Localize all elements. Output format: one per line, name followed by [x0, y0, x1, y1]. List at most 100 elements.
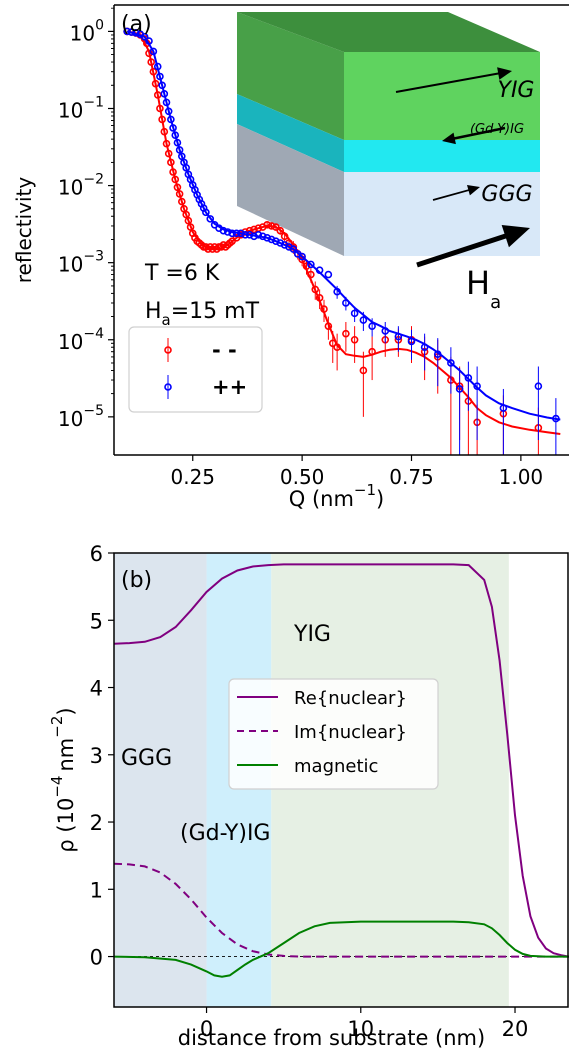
y-tick-label-exponent: −2	[83, 172, 104, 188]
data-point-minus	[342, 329, 350, 338]
panel-b-data	[114, 563, 569, 978]
y-tick-label-exponent: −4	[83, 326, 104, 342]
field-annotation-subscript: a	[162, 311, 171, 329]
data-point-minus	[171, 175, 180, 184]
x-tick-label: 0.50	[280, 465, 325, 489]
data-point-minus	[276, 226, 285, 235]
data-point-plus	[132, 28, 140, 37]
y-tick-label: 4	[90, 677, 103, 701]
inset-field-label: Ha	[466, 264, 501, 313]
data-point-plus	[552, 414, 560, 423]
region-ggg	[114, 553, 207, 1007]
data-point-minus	[359, 366, 368, 375]
data-point-minus	[156, 104, 164, 113]
inset-ggg-label: GGG	[481, 182, 532, 207]
panel-label: (b)	[121, 568, 152, 593]
data-point-minus	[186, 223, 195, 231]
legend-label: ++	[212, 375, 247, 399]
y-tick-label: 5	[90, 609, 103, 633]
data-point-minus	[164, 149, 173, 158]
data-point-minus	[167, 158, 175, 167]
data-point-minus	[307, 270, 315, 279]
field-annotation: Ha=15 mT	[145, 299, 260, 329]
data-point-minus	[324, 322, 333, 330]
data-point-minus	[151, 79, 160, 88]
data-point-minus	[272, 223, 280, 231]
data-point-plus	[182, 164, 190, 172]
inset-yig-label: YIG	[498, 78, 535, 103]
data-point-plus	[455, 385, 464, 393]
ggg-moment-arrow-head	[466, 184, 480, 196]
data-point-plus	[175, 146, 184, 154]
data-point-minus	[184, 216, 193, 225]
data-point-plus	[145, 37, 153, 45]
data-point-plus	[202, 208, 210, 217]
data-point-plus	[241, 230, 250, 239]
data-point-plus	[473, 382, 481, 390]
data-point-minus	[328, 339, 337, 348]
y-tick-label-exponent: 0	[95, 17, 104, 33]
y-tick-label: 100	[70, 17, 104, 45]
gdyig-moment-arrow-head	[442, 132, 456, 145]
data-point-plus	[258, 232, 267, 241]
legend-frame	[228, 678, 439, 790]
data-point-minus	[315, 294, 324, 302]
y-tick-label: 3	[90, 744, 103, 768]
y-tick-label-exponent: −1	[83, 94, 104, 110]
inset-top-face	[237, 12, 540, 52]
panel-b-legend: Re{nuclear} Im{nuclear} magnetic	[228, 678, 439, 790]
y-axis-label-main: ρ (10	[54, 798, 78, 853]
field-annotation-main: H	[145, 299, 162, 324]
data-point-plus	[407, 337, 416, 346]
y-axis-label-exponent-1: −4	[48, 776, 66, 798]
data-point-plus	[162, 98, 171, 107]
y-tick-label: 10−1	[58, 94, 104, 122]
axes-frame	[113, 552, 569, 1008]
inset-gdyig-label: (Gd-Y)IG	[470, 122, 524, 137]
data-point-minus	[149, 67, 158, 76]
data-point-plus	[250, 232, 258, 241]
data-point-plus	[153, 62, 162, 71]
y-tick-label-base: 10	[58, 98, 83, 122]
data-point-plus	[433, 350, 442, 358]
inset-yig-side	[237, 12, 344, 140]
data-point-plus	[149, 47, 158, 56]
data-point-plus	[272, 237, 280, 245]
data-point-plus	[368, 322, 376, 330]
y-axis-label: reflectivity	[12, 177, 36, 284]
data-point-plus	[420, 343, 429, 352]
legend-label: magnetic	[294, 756, 378, 777]
panel-a-data	[123, 27, 561, 455]
data-point-minus	[173, 183, 182, 192]
panel-a-legend: - - ++	[128, 326, 263, 413]
data-point-plus	[158, 81, 166, 90]
inset-yig-front	[344, 52, 540, 140]
y-axis-label-unit: nm	[54, 738, 78, 772]
data-point-minus	[320, 305, 328, 313]
data-point-plus	[499, 404, 508, 412]
applied-field-arrow-head	[501, 224, 530, 248]
data-point-minus	[147, 58, 155, 66]
data-point-minus	[160, 127, 169, 136]
yig-moment-arrow-shaft	[395, 72, 502, 93]
data-point-plus	[298, 252, 306, 261]
magnetic-line	[114, 920, 569, 978]
legend-marker	[164, 346, 172, 354]
data-point-minus	[368, 347, 376, 356]
y-axis-label-end: )	[54, 707, 78, 715]
y-axis-label-exponent-2: −2	[48, 716, 66, 738]
x-tick-label: 10	[347, 1017, 374, 1041]
data-point-plus	[324, 270, 333, 279]
data-point-plus	[173, 138, 182, 147]
y-tick-label: 10−2	[58, 172, 104, 200]
legend-label: - -	[212, 338, 237, 362]
inset-gdyig-front	[344, 140, 540, 172]
data-point-plus	[156, 72, 164, 81]
region-label-ggg: GGG	[121, 746, 172, 771]
data-point-minus	[175, 190, 184, 198]
x-axis-label: distance from substrate (nm)	[178, 1026, 485, 1050]
data-point-minus	[178, 197, 186, 206]
legend-label: Im{nuclear}	[294, 722, 407, 743]
